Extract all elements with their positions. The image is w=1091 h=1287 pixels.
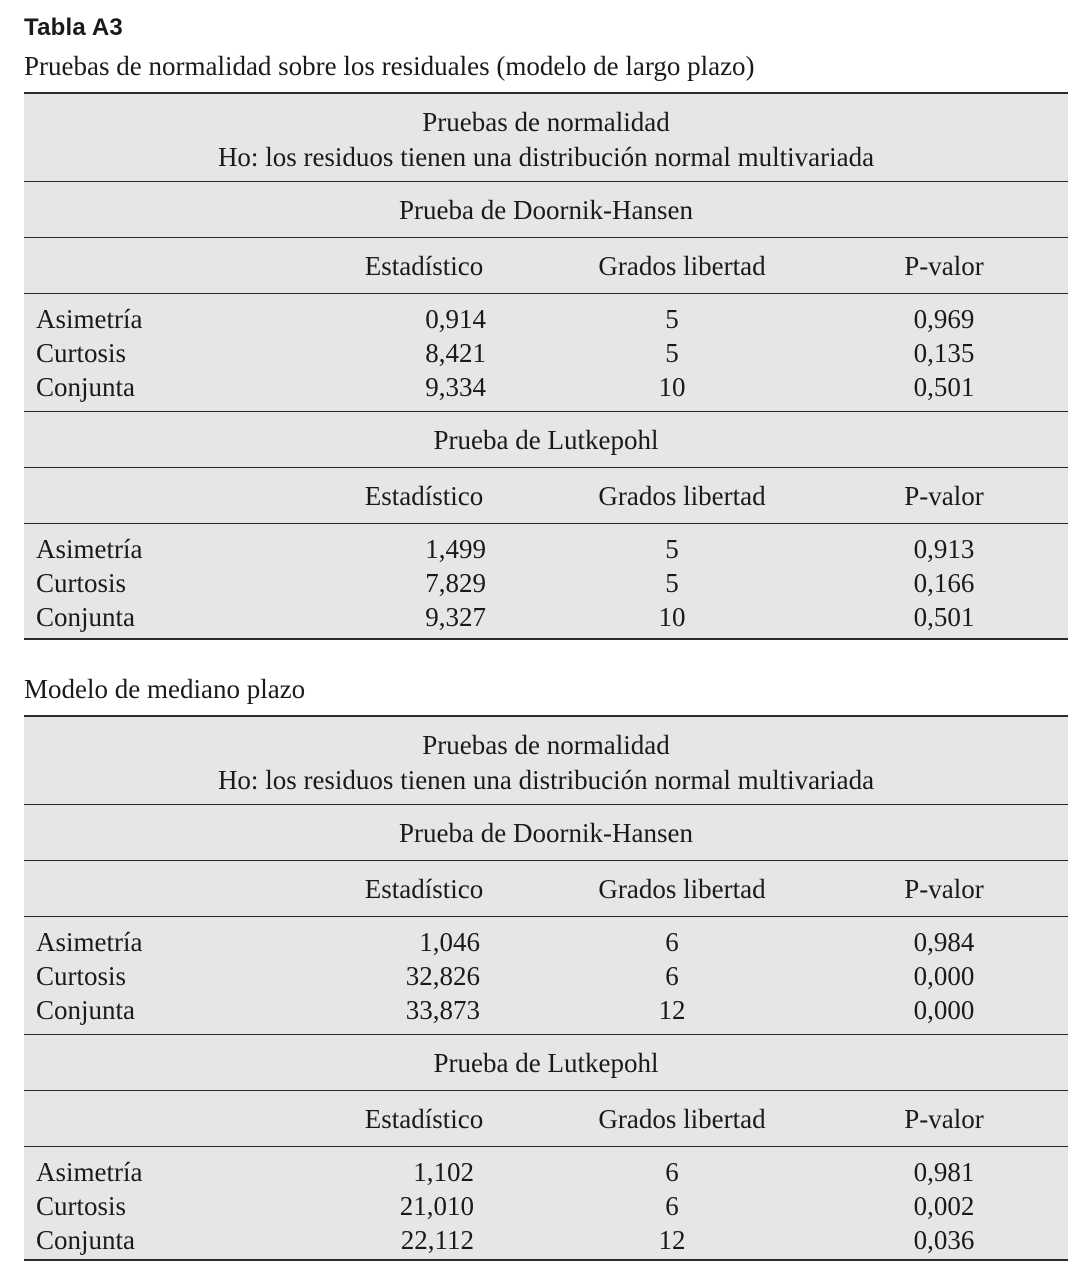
hypothesis-statement: Ho: los residuos tienen una distribución…	[217, 142, 875, 172]
results-block: Asimetría 0,914 5 0,969 Curtosis 8,421 5…	[24, 294, 1068, 412]
column-header-pvalue: P-valor	[904, 251, 984, 281]
row-pvalue: 0,166	[913, 568, 975, 598]
column-header-df: Grados libertad	[598, 874, 766, 904]
row-label: Curtosis	[36, 338, 127, 368]
row-pvalue: 0,981	[913, 1157, 975, 1187]
column-header-statistic: Estadístico	[364, 481, 484, 511]
hypothesis-title: Pruebas de normalidad	[422, 730, 670, 760]
row-df: 6	[665, 1191, 679, 1221]
column-header-pvalue: P-valor	[904, 481, 984, 511]
table-row: Asimetría 1,046 6 0,984	[24, 925, 1068, 959]
row-statistic: 1,499	[425, 534, 486, 564]
row-pvalue: 0,501	[913, 372, 975, 402]
table-row: Curtosis 32,826 6 0,000	[24, 959, 1068, 993]
column-header-statistic: Estadístico	[364, 874, 484, 904]
row-statistic: 0,914	[425, 304, 486, 334]
column-header-statistic: Estadístico	[364, 251, 484, 281]
row-pvalue: 0,984	[913, 927, 975, 957]
column-header-row: Estadístico Grados libertad P-valor	[24, 1091, 1068, 1147]
row-label: Curtosis	[36, 961, 127, 991]
column-header-row: Estadístico Grados libertad P-valor	[24, 861, 1068, 917]
test-name: Prueba de Lutkepohl	[433, 425, 659, 455]
test-name: Prueba de Doornik-Hansen	[399, 195, 693, 225]
row-df: 5	[665, 534, 679, 564]
row-statistic: 1,046	[419, 927, 480, 957]
row-df: 6	[665, 927, 679, 957]
row-label: Asimetría	[36, 534, 143, 564]
row-statistic: 21,010	[399, 1191, 474, 1221]
column-header-df: Grados libertad	[598, 481, 766, 511]
column-header-df: Grados libertad	[598, 251, 766, 281]
row-label: Asimetría	[36, 927, 143, 957]
row-df: 12	[658, 1225, 686, 1255]
test-name-header: Prueba de Doornik-Hansen	[24, 182, 1068, 238]
results-block: Asimetría 1,046 6 0,984 Curtosis 32,826 …	[24, 917, 1068, 1035]
table-long-term: Pruebas de normalidad Ho: los residuos t…	[24, 92, 1068, 640]
row-label: Conjunta	[36, 1225, 135, 1255]
table-row: Conjunta 22,112 12 0,036	[24, 1223, 1068, 1257]
row-statistic: 7,829	[425, 568, 486, 598]
row-df: 6	[665, 1157, 679, 1187]
hypothesis-statement: Ho: los residuos tienen una distribución…	[217, 765, 875, 795]
row-df: 6	[665, 961, 679, 991]
row-df: 5	[665, 304, 679, 334]
table-row: Conjunta 9,327 10 0,501	[24, 600, 1068, 634]
row-label: Asimetría	[36, 304, 143, 334]
row-pvalue: 0,913	[913, 534, 975, 564]
table-row: Asimetría 1,102 6 0,981	[24, 1155, 1068, 1189]
row-label: Conjunta	[36, 995, 135, 1025]
row-label: Curtosis	[36, 568, 127, 598]
row-label: Conjunta	[36, 372, 135, 402]
column-header-row: Estadístico Grados libertad P-valor	[24, 468, 1068, 524]
section-label-medium-term: Modelo de mediano plazo	[24, 674, 306, 704]
row-statistic: 33,873	[405, 995, 480, 1025]
row-statistic: 9,334	[425, 372, 486, 402]
row-df: 12	[658, 995, 686, 1025]
hypothesis-header: Pruebas de normalidad Ho: los residuos t…	[24, 717, 1068, 805]
row-statistic: 32,826	[405, 961, 480, 991]
table-row: Curtosis 8,421 5 0,135	[24, 336, 1068, 370]
row-statistic: 22,112	[400, 1225, 474, 1255]
row-statistic: 9,327	[425, 602, 486, 632]
row-df: 5	[665, 568, 679, 598]
row-pvalue: 0,969	[913, 304, 975, 334]
row-pvalue: 0,135	[913, 338, 975, 368]
test-name-header: Prueba de Lutkepohl	[24, 412, 1068, 468]
results-block: Asimetría 1,499 5 0,913 Curtosis 7,829 5…	[24, 524, 1068, 638]
table-medium-term: Pruebas de normalidad Ho: los residuos t…	[24, 715, 1068, 1261]
table-row: Conjunta 33,873 12 0,000	[24, 993, 1068, 1027]
row-pvalue: 0,000	[913, 961, 975, 991]
column-header-statistic: Estadístico	[364, 1104, 484, 1134]
results-block: Asimetría 1,102 6 0,981 Curtosis 21,010 …	[24, 1147, 1068, 1259]
row-pvalue: 0,002	[913, 1191, 975, 1221]
row-label: Asimetría	[36, 1157, 143, 1187]
table-row: Curtosis 21,010 6 0,002	[24, 1189, 1068, 1223]
row-pvalue: 0,036	[913, 1225, 975, 1255]
hypothesis-header: Pruebas de normalidad Ho: los residuos t…	[24, 94, 1068, 182]
test-name-header: Prueba de Doornik-Hansen	[24, 805, 1068, 861]
column-header-pvalue: P-valor	[904, 874, 984, 904]
row-pvalue: 0,501	[913, 602, 975, 632]
row-statistic: 1,102	[413, 1157, 474, 1187]
row-df: 5	[665, 338, 679, 368]
column-header-pvalue: P-valor	[904, 1104, 984, 1134]
table-row: Curtosis 7,829 5 0,166	[24, 566, 1068, 600]
column-header-row: Estadístico Grados libertad P-valor	[24, 238, 1068, 294]
table-row: Asimetría 0,914 5 0,969	[24, 302, 1068, 336]
hypothesis-title: Pruebas de normalidad	[422, 107, 670, 137]
table-row: Conjunta 9,334 10 0,501	[24, 370, 1068, 404]
table-caption-title: Tabla A3	[24, 14, 123, 41]
row-df: 10	[658, 602, 686, 632]
row-pvalue: 0,000	[913, 995, 975, 1025]
test-name: Prueba de Lutkepohl	[433, 1048, 659, 1078]
row-df: 10	[658, 372, 686, 402]
table-row: Asimetría 1,499 5 0,913	[24, 532, 1068, 566]
column-header-df: Grados libertad	[598, 1104, 766, 1134]
table-caption-subtitle: Pruebas de normalidad sobre los residual…	[24, 51, 755, 81]
test-name-header: Prueba de Lutkepohl	[24, 1035, 1068, 1091]
row-label: Conjunta	[36, 602, 135, 632]
row-label: Curtosis	[36, 1191, 127, 1221]
test-name: Prueba de Doornik-Hansen	[399, 818, 693, 848]
row-statistic: 8,421	[425, 338, 486, 368]
